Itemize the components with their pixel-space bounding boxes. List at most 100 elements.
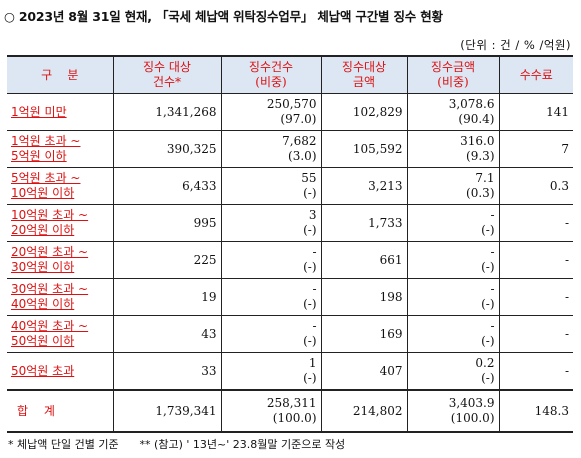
collected-cases-cell: - (-) [220,241,321,279]
collected-cases-cell-value: 250,570 [266,97,317,111]
collected-amount-cell-value: 0.2 [475,356,495,370]
segment-label: 50억원 초과 [11,363,75,378]
segment-label-line2: 5억원 이하 [11,149,67,163]
total-label: 합 계 [17,403,61,418]
collected-cases-cell-share: (100.0) [272,411,317,425]
collected-cases-cell-share: (3.0) [288,149,317,163]
fee-cell: - [498,278,573,316]
collected-cases-cell-value: - [312,245,317,259]
collected-amount-cell-value: 3,403.9 [448,396,495,410]
fee-cell: - [498,352,573,391]
footnote: * 체납액 단일 건별 기준 ** (참고) ' 13년~' 23.8월말 기준… [8,438,346,451]
collected-amount-cell-value: 3,078.6 [448,97,495,111]
collected-amount-cell: 3,403.9 (100.0) [406,389,499,433]
collected-cases-cell-value: 55 [301,171,317,185]
collected-cases-cell-value: 3 [308,208,317,222]
target-cases-cell: 1,739,341 [112,389,221,433]
collected-cases-cell: 3 (-) [220,204,321,242]
table-row: 20억원 초과 ~30억원 이하 225- (-) 661- (-) - [7,241,573,279]
collected-cases-cell-value: 258,311 [266,396,317,410]
fee-cell: 7 [498,130,573,168]
collected-cases-cell: 258,311 (100.0) [220,389,321,433]
collected-amount-cell-value: 7.1 [475,171,495,185]
collected-amount-cell: 0.2 (-) [406,352,499,391]
target-amount-cell: 169 [320,315,407,353]
target-cases-cell: 19 [112,278,221,316]
collected-cases-cell: 250,570 (97.0) [220,93,321,131]
collection-table: 구 분 징수 대상 건수* 징수건수 (비중) 징수대상 금액 징수금액 (비중) 수수… [7,55,573,433]
segment-cell: 50억원 초과 [7,352,113,391]
collected-amount-cell-value: - [490,282,495,296]
segment-label: 5억원 초과 ~ [11,171,81,185]
page-title: ○ 2023년 8월 31일 현재, 「국세 체납액 위탁징수업무」 체납액 구… [4,9,443,24]
collected-cases-cell: - (-) [220,278,321,316]
collected-amount-cell-share: (9.3) [466,149,495,163]
segment-label: 10억원 초과 ~ [11,208,89,222]
collected-cases-cell: 1 (-) [220,352,321,391]
segment-label: 30억원 초과 ~ [11,282,89,296]
segment-label: 20억원 초과 ~ [11,245,89,259]
collected-cases-cell-share: (-) [303,334,317,348]
fee-cell: - [498,204,573,242]
segment-cell: 5억원 초과 ~10억원 이하 [7,167,113,205]
segment-cell: 40억원 초과 ~50억원 이하 [7,315,113,353]
header-segment: 구 분 [7,55,113,94]
total-row: 합 계 1,739,341 258,311 (100.0) 214,802 3,403.9… [7,389,573,433]
fee-cell: 148.3 [498,389,573,433]
segment-cell: 30억원 초과 ~40억원 이하 [7,278,113,316]
collected-cases-cell-value: 1 [308,356,317,370]
fee-cell: - [498,241,573,279]
segment-label-line2: 50억원 이하 [11,334,75,348]
table-row: 50억원 초과 33 1 (-) 407 0.2 (-) - [7,352,573,391]
target-amount-cell: 105,592 [320,130,407,168]
collected-amount-cell-share: (0.3) [466,186,495,200]
header-collected-amount: 징수금액 (비중) [406,55,499,94]
table-row: 5억원 초과 ~10억원 이하 6,433 55 (-) 3,213 7.1 (0.3) 0.… [7,167,573,205]
collected-amount-cell-value: - [490,319,495,333]
fee-cell: 141 [498,93,573,131]
collected-cases-cell-share: (-) [303,260,317,274]
collected-cases-cell: - (-) [220,315,321,353]
segment-label-line2: 20억원 이하 [11,223,75,237]
collected-cases-cell-value: - [312,319,317,333]
collected-cases-cell-share: (97.0) [280,112,317,126]
target-cases-cell: 43 [112,315,221,353]
segment-label-line2: 30억원 이하 [11,260,75,274]
segment-cell: 1억원 초과 ~5억원 이하 [7,130,113,168]
table-row: 1억원 초과 ~5억원 이하 390,325 7,682 (3.0) 105,592 31… [7,130,573,168]
segment-label: 1억원 미만 [11,104,67,119]
unit-label: (단위 : 건 / % /억원) [460,38,571,52]
target-cases-cell: 390,325 [112,130,221,168]
collected-amount-cell-share: (-) [481,334,495,348]
table-row: 1억원 미만 1,341,268 250,570 (97.0) 102,829 3,078… [7,93,573,131]
collected-amount-cell-share: (100.0) [450,411,495,425]
collected-cases-cell-share: (-) [303,223,317,237]
target-amount-cell: 1,733 [320,204,407,242]
target-cases-cell: 995 [112,204,221,242]
table-row: 10억원 초과 ~20억원 이하 995 3 (-) 1,733- (-) - [7,204,573,242]
target-amount-cell: 102,829 [320,93,407,131]
fee-cell: 0.3 [498,167,573,205]
collected-cases-cell-share: (-) [303,371,317,385]
collected-cases-cell: 55 (-) [220,167,321,205]
collected-cases-cell: 7,682 (3.0) [220,130,321,168]
target-amount-cell: 407 [320,352,407,391]
collected-amount-cell-value: 316.0 [460,134,495,148]
segment-cell: 10억원 초과 ~20억원 이하 [7,204,113,242]
collected-amount-cell: - (-) [406,315,499,353]
collected-amount-cell: - (-) [406,204,499,242]
collected-cases-cell-share: (-) [303,186,317,200]
collected-cases-cell-value: 7,682 [282,134,317,148]
segment-cell: 20억원 초과 ~30억원 이하 [7,241,113,279]
collected-amount-cell-share: (-) [481,260,495,274]
header-fee: 수수료 [498,55,573,94]
table-header-row: 구 분 징수 대상 건수* 징수건수 (비중) 징수대상 금액 징수금액 (비중) 수수… [7,55,573,94]
collected-amount-cell-share: (90.4) [458,112,495,126]
segment-cell: 1억원 미만 [7,93,113,131]
collected-amount-cell: - (-) [406,278,499,316]
collected-amount-cell: 3,078.6 (90.4) [406,93,499,131]
fee-cell: - [498,315,573,353]
segment-label-line2: 40억원 이하 [11,297,75,311]
collected-amount-cell-value: - [490,208,495,222]
collected-amount-cell-value: - [490,245,495,259]
